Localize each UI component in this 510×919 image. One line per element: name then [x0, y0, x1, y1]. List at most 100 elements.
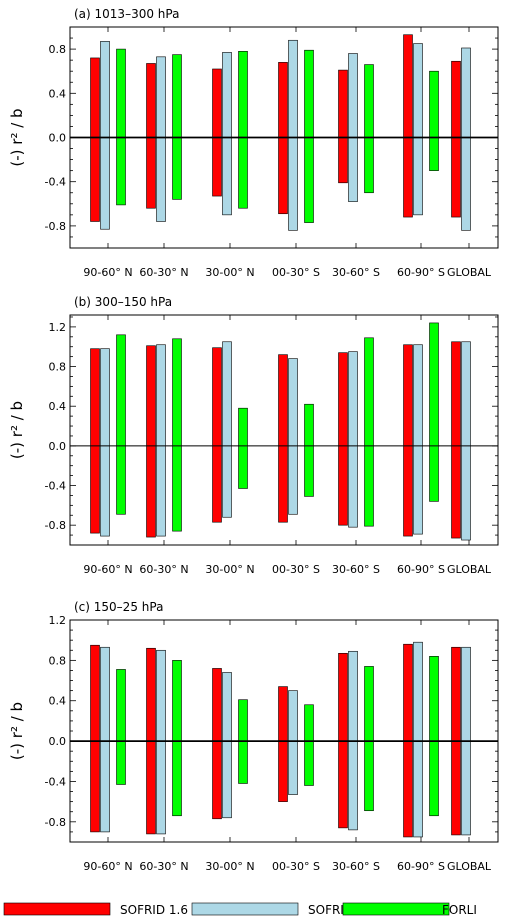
bar-sofrid-1-6-4 — [278, 686, 288, 802]
bar-forli-2 — [172, 54, 182, 200]
y-tick-label: 0.8 — [49, 654, 67, 667]
bar-forli-6 — [429, 656, 439, 817]
x-tick-label: 30-60° S — [332, 860, 380, 873]
y-tick-label: 0.0 — [49, 132, 67, 145]
bar-sofrid-1-6-6 — [403, 34, 413, 218]
x-tick-label: 00-30° S — [272, 860, 320, 873]
x-tick-label: 60-30° N — [139, 266, 188, 279]
bar-forli-2 — [172, 338, 182, 532]
bar-sofrid-3-5-2 — [156, 344, 166, 537]
bar-sofrid-1-6-6 — [403, 344, 413, 537]
legend-label: FORLI — [442, 903, 477, 917]
bar-sofrid-3-5-1 — [100, 41, 110, 230]
bar-sofrid-3-5-7 — [461, 47, 471, 231]
bar-sofrid-1-6-5 — [338, 352, 348, 526]
panel-title: (c) 150–25 hPa — [74, 600, 163, 614]
bar-sofrid-1-6-3 — [212, 347, 222, 523]
y-axis-label: (-) r² / b — [8, 108, 26, 166]
x-tick-label: 90-60° N — [83, 266, 132, 279]
panel-title: (b) 300–150 hPa — [74, 295, 172, 309]
bar-forli-3 — [238, 51, 248, 209]
legend-label: SOFRID 1.6 — [120, 903, 188, 917]
x-tick-label: GLOBAL — [447, 860, 492, 873]
x-tick-label: GLOBAL — [447, 563, 492, 576]
bar-forli-4 — [304, 403, 314, 497]
bar-sofrid-3-5-2 — [156, 56, 166, 222]
panel-3: -0.8 -0.4 0.0 0.4 0.8 1.2 90-60° N 60-30° N 30-0… — [8, 600, 499, 873]
x-tick-label: 00-30° S — [272, 266, 320, 279]
bar-forli-1 — [116, 669, 126, 785]
x-tick-label: 60-90° S — [397, 266, 445, 279]
bar-forli-1 — [116, 48, 126, 206]
x-tick-label: 30-00° N — [205, 860, 254, 873]
bar-sofrid-1-6-7 — [451, 341, 461, 539]
bar-sofrid-1-6-2 — [146, 345, 156, 538]
legend-item-3: FORLI — [342, 902, 477, 917]
panel-1: -0.8 -0.4 0.0 0.4 0.8 90-60° N 60-30° N 30-00° … — [8, 7, 499, 279]
legend-item-1: SOFRID 1.6 — [3, 902, 188, 917]
bar-forli-5 — [364, 666, 374, 812]
y-tick-label: 0.0 — [49, 735, 67, 748]
y-tick-label: 0.4 — [49, 87, 67, 100]
legend-swatch — [3, 902, 111, 916]
bar-sofrid-3-5-5 — [348, 53, 358, 202]
y-tick-label: 0.8 — [49, 361, 67, 374]
bar-sofrid-3-5-5 — [348, 351, 358, 528]
y-tick-label: 1.2 — [49, 321, 67, 334]
bar-sofrid-1-6-3 — [212, 668, 222, 820]
x-tick-label: 30-60° S — [332, 563, 380, 576]
bar-sofrid-3-5-3 — [222, 52, 232, 216]
y-tick-label: -0.4 — [45, 775, 66, 788]
bar-sofrid-3-5-1 — [100, 646, 110, 833]
y-axis-label: (-) r² / b — [8, 401, 26, 459]
x-tick-label: 30-00° N — [205, 266, 254, 279]
bar-forli-3 — [238, 407, 248, 489]
bar-sofrid-3-5-4 — [288, 358, 298, 515]
bar-sofrid-1-6-1 — [90, 644, 100, 833]
x-tick-label: 00-30° S — [272, 563, 320, 576]
y-tick-label: 0.4 — [49, 400, 67, 413]
bar-sofrid-3-5-3 — [222, 672, 232, 819]
x-tick-label: 60-90° S — [397, 563, 445, 576]
bar-sofrid-1-6-1 — [90, 57, 100, 222]
bar-forli-2 — [172, 660, 182, 817]
legend-swatch — [191, 902, 299, 916]
bar-forli-4 — [304, 49, 314, 223]
legend: SOFRID 1.6 SOFRID 3.5 FORLI — [3, 902, 477, 917]
bar-sofrid-1-6-3 — [212, 68, 222, 197]
bar-sofrid-3-5-6 — [413, 43, 423, 216]
x-tick-label: 60-30° N — [139, 563, 188, 576]
bar-sofrid-1-6-2 — [146, 63, 156, 209]
bar-sofrid-1-6-4 — [278, 354, 288, 523]
bar-forli-1 — [116, 334, 126, 515]
plot-frame — [69, 314, 499, 546]
y-tick-label: 1.2 — [49, 614, 67, 627]
bar-forli-6 — [429, 70, 439, 171]
y-tick-label: 0.4 — [49, 695, 67, 708]
bar-sofrid-3-5-2 — [156, 649, 166, 835]
x-tick-label: 30-60° S — [332, 266, 380, 279]
legend-swatch — [342, 902, 450, 916]
bar-sofrid-3-5-4 — [288, 690, 298, 795]
bar-sofrid-3-5-1 — [100, 348, 110, 537]
y-tick-label: -0.4 — [45, 176, 66, 189]
panel-title: (a) 1013–300 hPa — [74, 7, 179, 21]
bar-sofrid-3-5-4 — [288, 39, 298, 231]
x-tick-label: GLOBAL — [447, 266, 492, 279]
x-tick-label: 60-90° S — [397, 860, 445, 873]
y-axis-label: (-) r² / b — [8, 702, 26, 760]
x-tick-label: 60-30° N — [139, 860, 188, 873]
y-tick-label: 0.0 — [49, 440, 67, 453]
bar-sofrid-1-6-1 — [90, 348, 100, 534]
bar-forli-5 — [364, 337, 374, 527]
bar-sofrid-3-5-6 — [413, 641, 423, 838]
y-tick-label: -0.8 — [45, 220, 66, 233]
bar-forli-5 — [364, 64, 374, 194]
panel-2: -0.8 -0.4 0.0 0.4 0.8 1.2 90-60° N 60-30° N 30-0… — [8, 295, 499, 576]
bar-forli-6 — [429, 322, 439, 502]
y-tick-label: -0.4 — [45, 480, 66, 493]
y-tick-label: -0.8 — [45, 816, 66, 829]
bar-sofrid-1-6-5 — [338, 69, 348, 184]
bar-sofrid-1-6-7 — [451, 60, 461, 218]
